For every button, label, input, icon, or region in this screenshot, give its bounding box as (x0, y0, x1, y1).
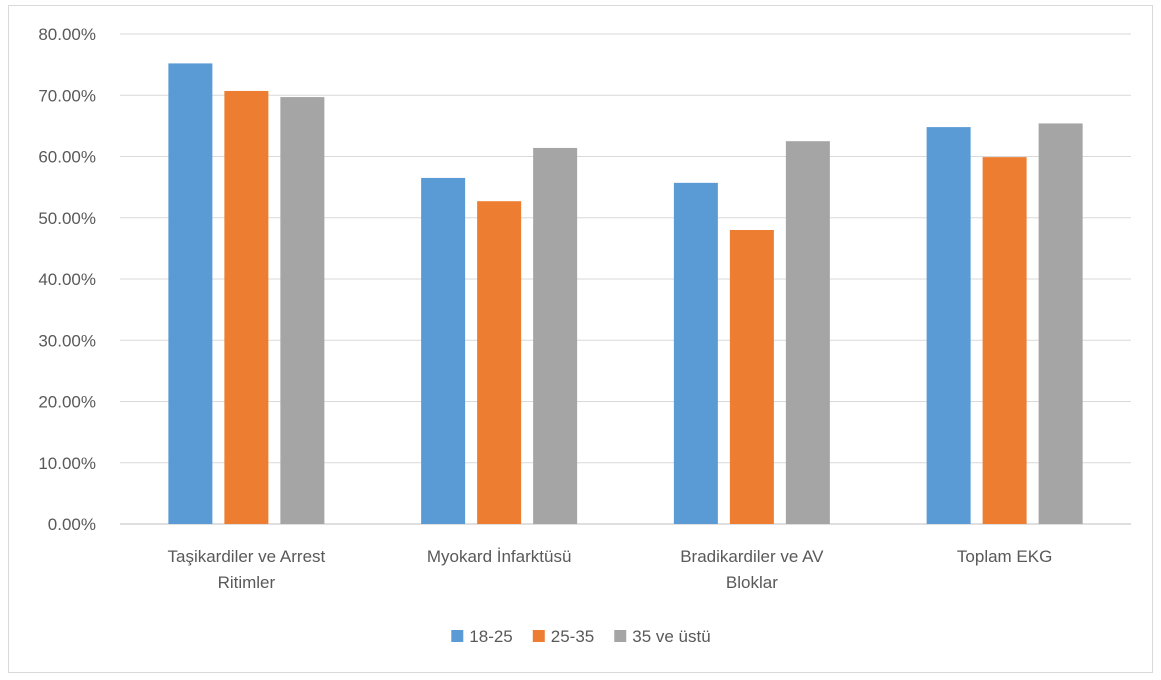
legend-swatch (532, 630, 545, 642)
legend-label: 25-35 (551, 627, 594, 646)
y-tick-label: 70.00% (38, 86, 96, 105)
category-label: Toplam EKG (957, 547, 1052, 566)
bar-35-ve-üstü (533, 147, 578, 525)
category-label: Myokard İnfarktüsü (427, 547, 572, 566)
bar-35-ve-üstü (1038, 123, 1083, 525)
y-tick-label: 10.00% (38, 454, 96, 473)
bar-18-25 (168, 63, 213, 525)
bar-25-35 (982, 157, 1027, 525)
y-tick-label: 0.00% (48, 515, 96, 534)
bar-25-35 (477, 201, 522, 524)
bar-35-ve-üstü (280, 97, 325, 525)
bar-35-ve-üstü (785, 141, 830, 524)
y-tick-label: 20.00% (38, 393, 96, 412)
legend-label: 35 ve üstü (632, 627, 710, 646)
bar-18-25 (926, 127, 971, 524)
bar-25-35 (224, 90, 269, 525)
legend-label: 18-25 (469, 627, 512, 646)
category-label: Taşikardiler ve Arrest Ritimler (167, 547, 325, 592)
bar-18-25 (673, 182, 718, 524)
category-label: Bradikardiler ve AV Bloklar (680, 547, 824, 592)
y-tick-label: 40.00% (38, 270, 96, 289)
bar-18-25 (421, 177, 466, 524)
y-tick-label: 60.00% (38, 148, 96, 167)
bar-25-35 (729, 230, 774, 524)
y-tick-label: 80.00% (38, 25, 96, 44)
y-tick-label: 50.00% (38, 209, 96, 228)
y-tick-label: 30.00% (38, 331, 96, 350)
legend-swatch (451, 630, 464, 642)
legend-swatch (614, 630, 627, 642)
